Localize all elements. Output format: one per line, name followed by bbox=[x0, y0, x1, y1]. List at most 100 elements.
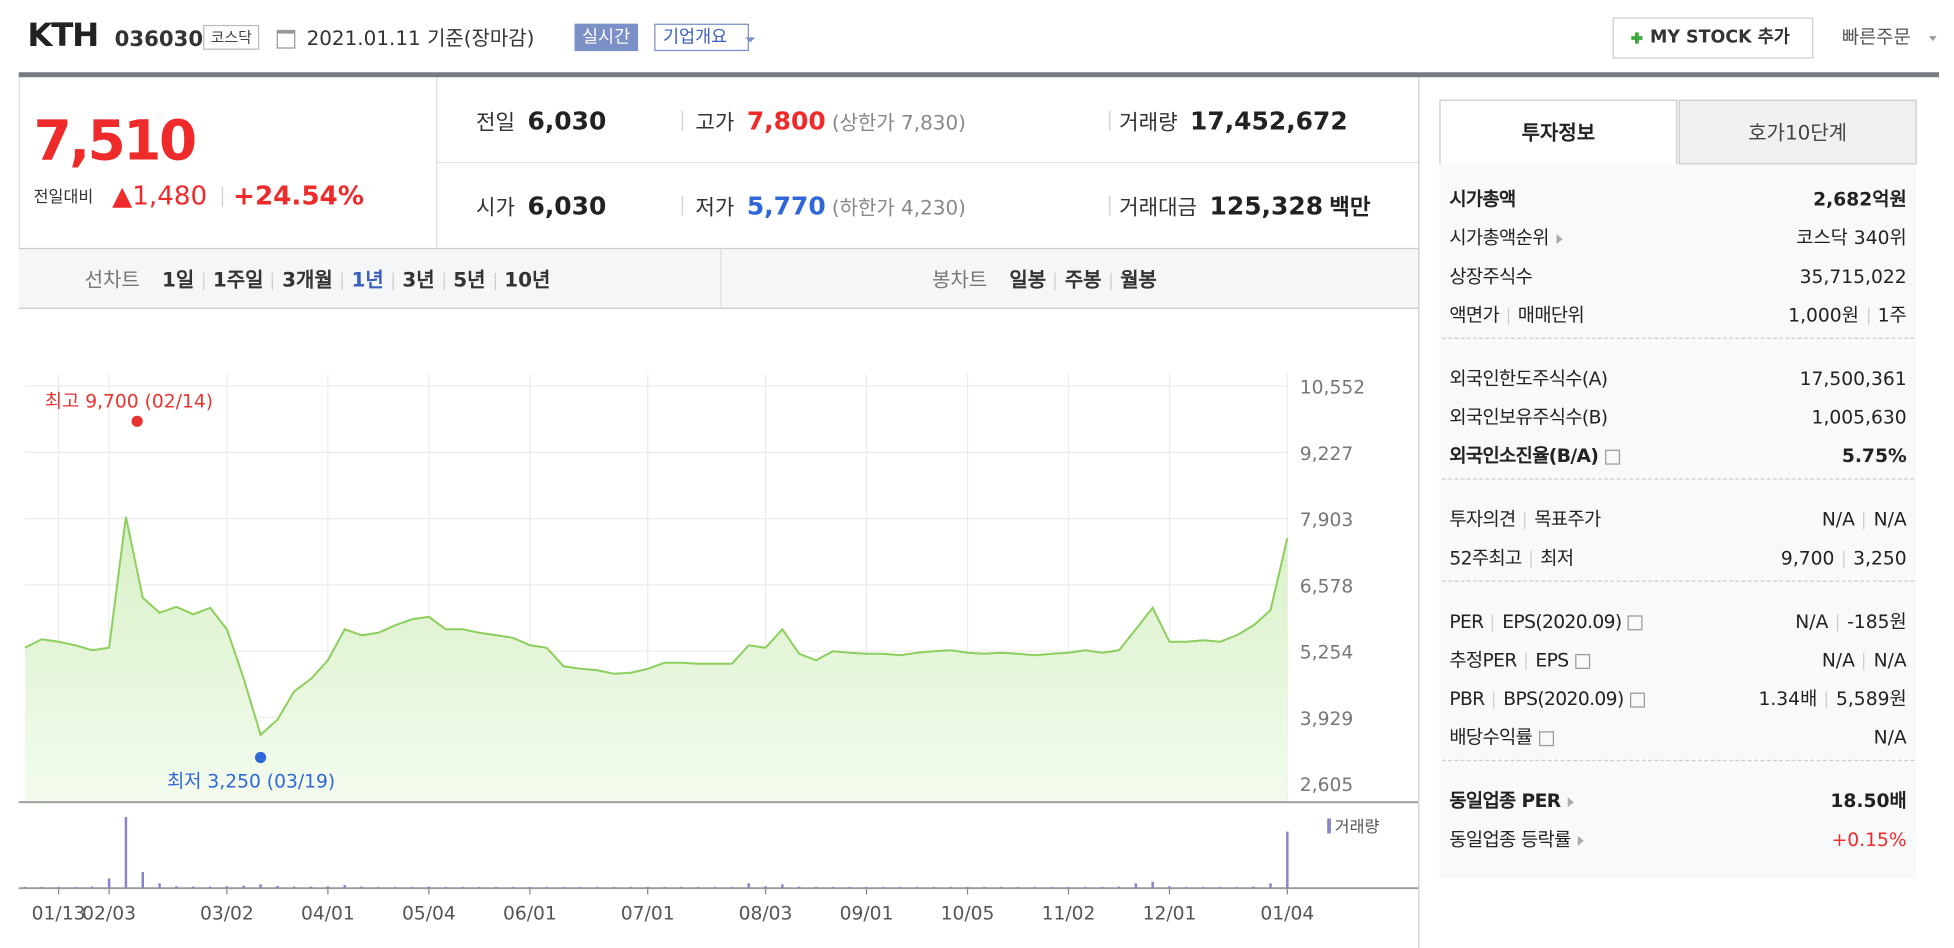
info-label: 추정PER EPS bbox=[1449, 651, 1590, 671]
volume-bar bbox=[764, 886, 767, 889]
volume-bar bbox=[1168, 886, 1171, 889]
quote-left-border bbox=[18, 77, 20, 248]
value-part: N/A bbox=[1873, 508, 1907, 531]
quote-field: 고가 7,800 (상한가 7,830) bbox=[695, 108, 966, 134]
tab-sep bbox=[1110, 272, 1112, 290]
period-tab[interactable]: 1년 bbox=[351, 267, 384, 292]
stock-code: 036030 bbox=[114, 27, 204, 53]
volume-bar bbox=[393, 886, 397, 889]
volume-bar bbox=[124, 816, 128, 889]
quick-order[interactable]: 빠른주문 bbox=[1841, 26, 1911, 49]
value-part: 35,715,022 bbox=[1799, 265, 1907, 288]
field-label: 거래대금 bbox=[1119, 195, 1198, 221]
x-tick-label: 08/03 bbox=[739, 903, 793, 924]
volume-bar bbox=[1185, 886, 1188, 889]
mystock-label[interactable]: MY STOCK 추가 bbox=[1649, 27, 1790, 48]
volume-bar bbox=[814, 886, 818, 889]
low-label: 최저 3,250 (03/19) bbox=[167, 771, 335, 792]
info-value: 35,715,022 bbox=[1799, 265, 1907, 288]
volume-bar bbox=[208, 886, 212, 889]
label-sep bbox=[1493, 690, 1495, 709]
volume-bar bbox=[629, 886, 633, 889]
volume-bar bbox=[528, 886, 532, 889]
x-tick-label: 12/01 bbox=[1143, 903, 1197, 924]
field-value: 17,452,672 bbox=[1190, 105, 1348, 136]
period-tab[interactable]: 3년 bbox=[402, 267, 435, 292]
candle-tab[interactable]: 일봉 bbox=[1009, 267, 1047, 292]
volume-bar bbox=[882, 886, 885, 889]
period-tab[interactable]: 1주일 bbox=[212, 267, 264, 292]
period-tab[interactable]: 5년 bbox=[453, 267, 486, 292]
volume-bar bbox=[511, 886, 515, 889]
date: 2021.01.11 기준(장마감) bbox=[306, 26, 535, 50]
low-marker bbox=[254, 751, 267, 764]
realtime-badge[interactable]: 실시간 bbox=[574, 23, 638, 52]
info-value: 9,700 3,250 bbox=[1781, 549, 1907, 568]
volume-bar bbox=[292, 886, 296, 889]
help-icon bbox=[1574, 653, 1590, 669]
value-part: N/A bbox=[1795, 610, 1829, 633]
volume-bar bbox=[427, 886, 431, 889]
group-divider bbox=[1441, 759, 1915, 762]
label-sep bbox=[1492, 613, 1494, 631]
volume-bar bbox=[680, 886, 683, 889]
x-tick-label: 09/01 bbox=[840, 903, 894, 924]
tab-sep bbox=[341, 272, 343, 290]
x-tick-label: 04/01 bbox=[301, 903, 355, 924]
volume-bar bbox=[91, 886, 94, 889]
label-part: 목표주가 bbox=[1534, 508, 1601, 531]
candle-tab[interactable]: 주봉 bbox=[1064, 267, 1102, 292]
header-rule bbox=[18, 72, 1940, 78]
volume-bar bbox=[848, 886, 851, 889]
quote-field: 전일 6,030 bbox=[476, 108, 606, 134]
info-value: 1,000원 1주 bbox=[1788, 306, 1907, 325]
value-part: 2,682억원 bbox=[1813, 188, 1907, 211]
value-part: 1,005,630 bbox=[1811, 406, 1907, 429]
plus-v bbox=[1635, 32, 1639, 44]
info-label: 외국인한도주식수(A) bbox=[1449, 369, 1608, 389]
volume-legend-swatch bbox=[1327, 818, 1331, 834]
quote-field: 거래대금 125,328 백만 bbox=[1119, 193, 1370, 219]
x-tick-label: 11/02 bbox=[1042, 903, 1096, 924]
info-label: 액면가 매매단위 bbox=[1449, 306, 1584, 325]
volume-bar bbox=[225, 886, 229, 889]
info-label: 투자의견 목표주가 bbox=[1449, 508, 1601, 531]
volume-bar bbox=[1033, 886, 1037, 889]
period-tab[interactable]: 10년 bbox=[504, 267, 551, 292]
candle-chart-label: 봉차트 bbox=[932, 267, 988, 292]
quote-field: 시가 6,030 bbox=[476, 193, 606, 219]
x-tick-label: 10/05 bbox=[941, 903, 995, 924]
x-tick-label: 05/04 bbox=[402, 903, 456, 924]
volume-bar bbox=[259, 884, 262, 889]
info-tab[interactable]: 호가10단계 bbox=[1678, 99, 1917, 165]
info-label: PBR BPS(2020.09) bbox=[1449, 689, 1645, 709]
change-label: 전일대비 bbox=[33, 188, 94, 207]
info-label: 동일업종 PER bbox=[1449, 792, 1579, 811]
volume-bar bbox=[23, 886, 27, 889]
info-label: 52주최고 최저 bbox=[1449, 549, 1574, 568]
period-tab[interactable]: 1일 bbox=[162, 267, 195, 292]
change-rate: +24.54% bbox=[233, 180, 364, 211]
info-tab[interactable]: 투자정보 bbox=[1439, 99, 1678, 165]
period-tab[interactable]: 3개월 bbox=[282, 267, 333, 292]
mystock-button[interactable] bbox=[1612, 17, 1814, 59]
quote-field: 거래량 17,452,672 bbox=[1119, 108, 1348, 134]
label-part: 시가총액순위 bbox=[1449, 226, 1549, 250]
arrow-icon bbox=[1567, 796, 1579, 807]
tab-bar bbox=[18, 247, 1419, 309]
field-label: 저가 bbox=[695, 195, 735, 221]
info-label: 상장주식수 bbox=[1449, 267, 1533, 287]
info-value: 5.75% bbox=[1842, 447, 1907, 466]
info-value: 코스닥 340위 bbox=[1796, 229, 1906, 248]
field-value: 7,800 bbox=[746, 105, 826, 136]
quote-row-divider bbox=[436, 161, 1419, 164]
volume-bar bbox=[461, 886, 464, 889]
info-label: 시가총액 bbox=[1449, 190, 1516, 210]
value-part: 17,500,361 bbox=[1799, 367, 1907, 390]
volume-bar bbox=[276, 885, 279, 889]
candle-tab[interactable]: 월봉 bbox=[1120, 267, 1157, 292]
volume-bar bbox=[1286, 831, 1289, 889]
volume-bar bbox=[1218, 886, 1222, 889]
field-value: 6,030 bbox=[527, 105, 607, 136]
candle-tabs: 일봉 주봉 월봉 bbox=[1009, 270, 1156, 290]
